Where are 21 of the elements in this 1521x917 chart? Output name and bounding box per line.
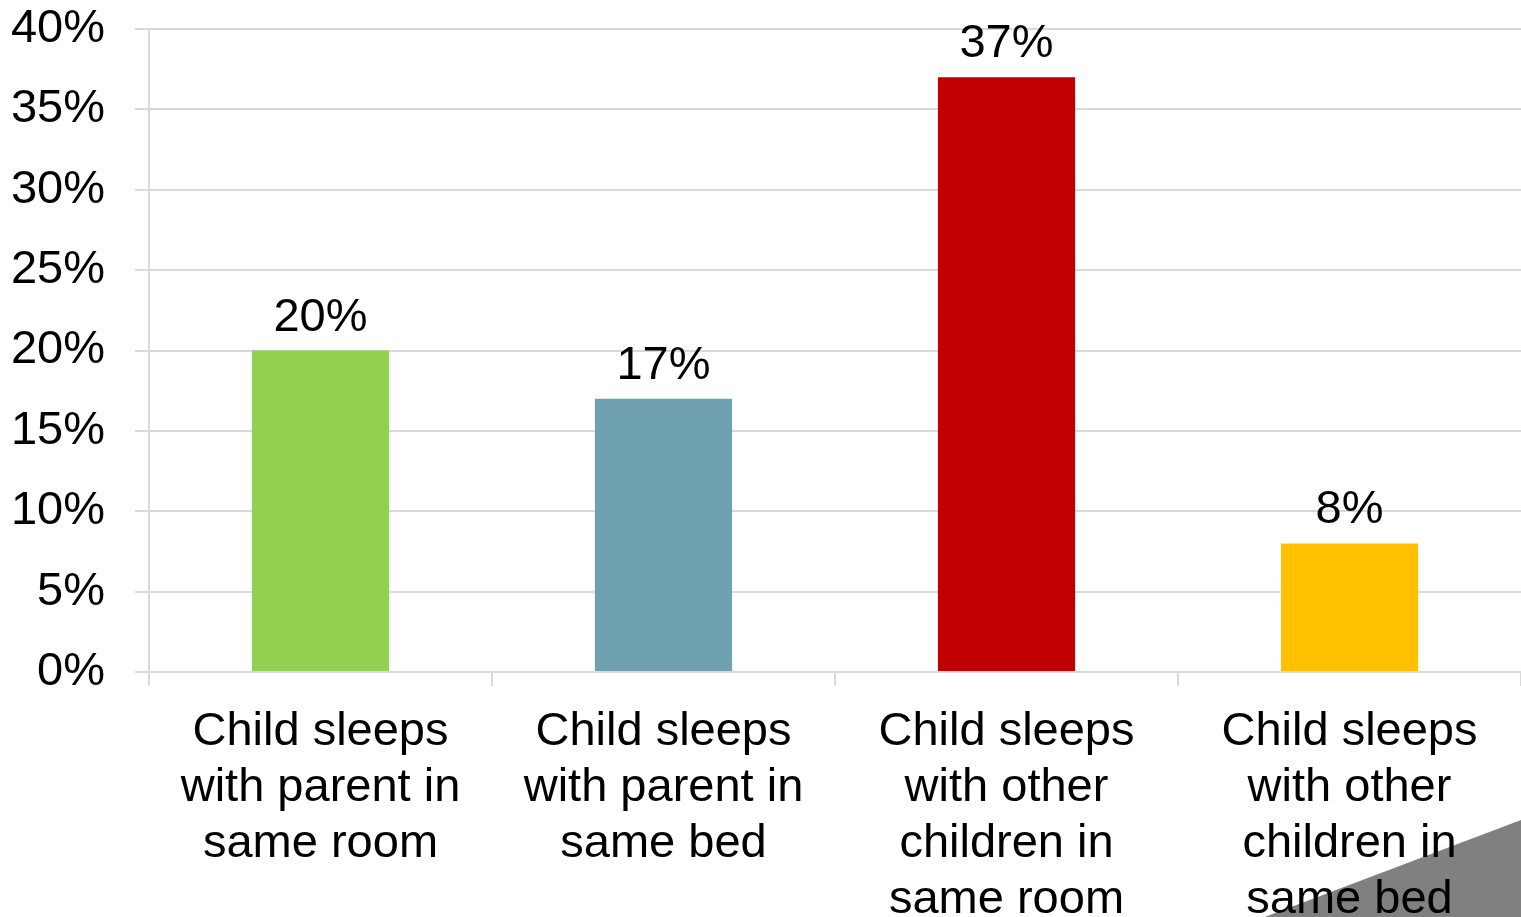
y-tick-label: 5% bbox=[37, 561, 105, 615]
y-tick-label: 35% bbox=[10, 79, 105, 133]
bar bbox=[251, 350, 390, 671]
y-tick-label: 10% bbox=[10, 481, 105, 535]
y-tick-label: 40% bbox=[10, 0, 105, 52]
data-label: 17% bbox=[616, 335, 711, 389]
data-label: 20% bbox=[273, 287, 368, 341]
bar bbox=[937, 77, 1076, 671]
x-tick-label: Child sleeps with other children in same room bbox=[878, 701, 1135, 917]
bar bbox=[1280, 543, 1419, 671]
data-label: 37% bbox=[959, 14, 1054, 68]
y-tick-label: 20% bbox=[10, 320, 105, 374]
y-tick-label: 25% bbox=[10, 240, 105, 294]
x-tick-label: Child sleeps with parent in same room bbox=[179, 701, 461, 867]
y-tick-label: 30% bbox=[10, 159, 105, 213]
x-tick-label: Child sleeps with other children in same bed bbox=[1221, 701, 1478, 917]
y-tick-label: 0% bbox=[37, 641, 105, 695]
bar bbox=[594, 398, 733, 671]
x-tick-label: Child sleeps with parent in same bed bbox=[522, 701, 804, 867]
y-tick-label: 15% bbox=[10, 400, 105, 454]
data-label: 8% bbox=[1315, 480, 1384, 534]
